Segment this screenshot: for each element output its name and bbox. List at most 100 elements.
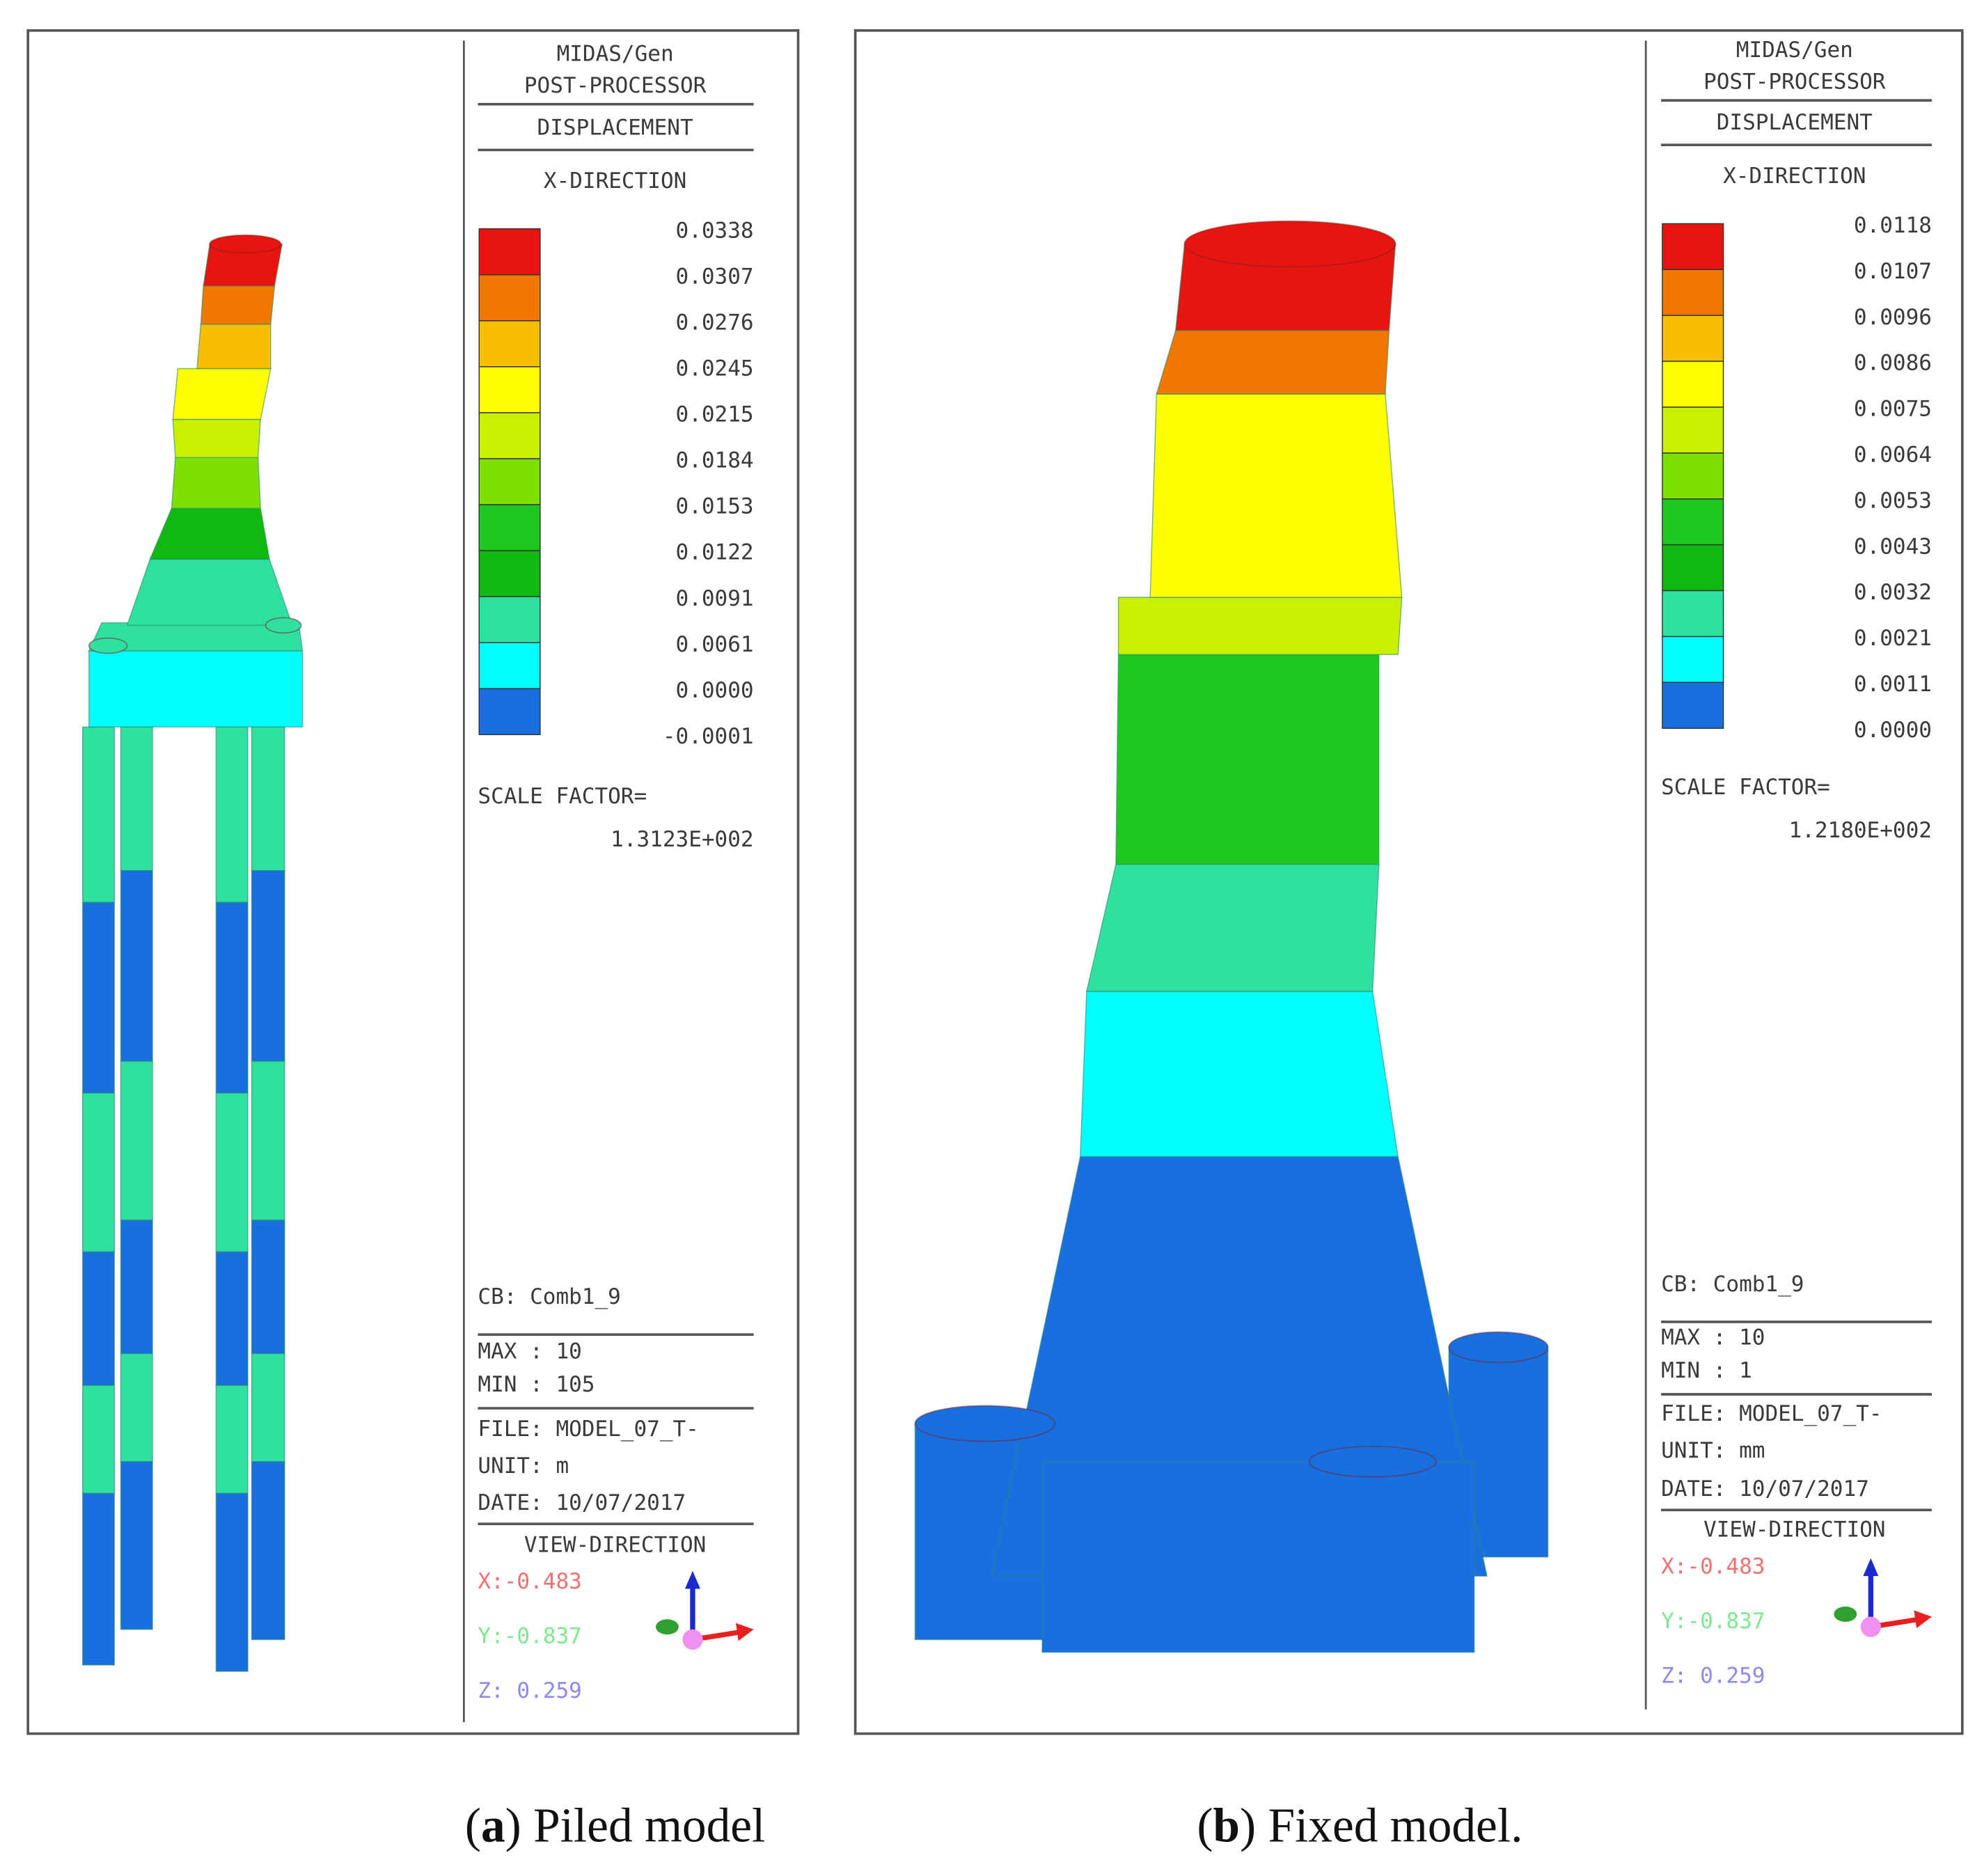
model-band [251,1060,285,1221]
model-band [215,901,249,1094]
axis-origin [682,1629,703,1650]
legend-value: 0.0096 [1854,305,1932,330]
cb: CB: Comb1_9 [478,1284,620,1309]
processor: POST-PROCESSOR [524,73,707,98]
model-top [914,1405,1056,1442]
direction: X-DIRECTION [1723,164,1866,189]
result: DISPLACEMENT [537,115,693,140]
model-band [172,368,272,420]
model-band [251,869,285,1062]
legend-value: 0.0215 [676,402,754,427]
legend-value: -0.0001 [663,724,754,749]
model-band [81,1385,116,1495]
model-band [251,1461,285,1641]
legend-value: 0.0021 [1854,626,1932,651]
legend-value: 0.0053 [1854,488,1932,513]
model-band [1156,329,1390,395]
file: FILE: MODEL_07_T- [478,1417,698,1442]
axis-z-head [1863,1558,1879,1577]
legend-swatch [478,366,541,413]
caption: (a) Piled model [465,1799,765,1852]
view-z: Z: 0.259 [478,1678,581,1703]
model-band [1080,991,1399,1158]
view-direction: VIEW-DIRECTION [524,1532,706,1557]
max: MAX : 10 [478,1339,581,1364]
legend-value: 0.0000 [1854,718,1932,743]
file: FILE: MODEL_07_T- [1661,1401,1882,1426]
model-band [215,1092,249,1253]
structure-model [81,234,304,1672]
panel-frame [853,29,1964,1735]
axis-y [656,1619,679,1635]
legend-value: 0.0338 [676,218,754,243]
caption: (b) Fixed model. [1197,1799,1522,1852]
legend-swatch [1662,636,1724,684]
model-top [1308,1445,1437,1478]
legend-value: 0.0245 [676,356,754,381]
legend-swatch [478,688,541,736]
legend-swatch [478,320,541,368]
legend-value: 0.0064 [1854,442,1932,467]
date: DATE: 10/07/2017 [1661,1476,1869,1501]
model-band [215,1385,249,1495]
model-top [265,617,302,634]
cb: CB: Comb1_9 [1661,1272,1804,1297]
model-band [196,323,272,370]
caption-part: b [1213,1799,1240,1852]
legend-swatch [1662,498,1724,546]
legend-swatch [478,228,541,276]
legend-swatch [478,550,541,597]
structure-model [914,220,1549,1653]
legend-swatch [1662,544,1724,592]
legend-value: 0.0307 [676,264,754,289]
model-top [209,234,282,254]
unit: UNIT: m [478,1453,569,1479]
model-band [81,1251,116,1386]
model-band [81,1092,116,1253]
legend-swatch [1662,452,1724,500]
legend-swatch [1662,315,1724,362]
view-y: Y:-0.837 [478,1624,581,1649]
model-band [126,558,293,626]
axis-y [1834,1606,1857,1622]
direction: X-DIRECTION [544,168,686,194]
legend-value: 0.0122 [676,540,754,565]
model-band [1117,597,1403,656]
legend-value: 0.0043 [1854,534,1932,559]
scale-factor-label: SCALE FACTOR= [478,784,647,809]
legend-swatch [1662,361,1724,408]
legend-swatch [1662,223,1724,270]
view-x: X:-0.483 [1661,1554,1765,1579]
model-band [215,726,249,904]
legend-swatch [1662,590,1724,638]
model-band [81,1492,116,1666]
model-top [1448,1331,1549,1364]
program: MIDAS/Gen [1736,38,1853,63]
model-band [251,726,285,872]
legend-value: 0.0086 [1854,351,1932,376]
scale-factor: 1.2180E+002 [1789,818,1932,843]
legend-value: 0.0107 [1854,259,1932,284]
model-top [1183,220,1396,268]
model-band [149,507,270,560]
axis-x-head [736,1623,754,1641]
unit: UNIT: mm [1661,1438,1765,1463]
legend-value: 0.0276 [676,310,754,335]
result: DISPLACEMENT [1717,110,1873,135]
max: MAX : 10 [1661,1325,1765,1350]
model-band [120,1220,153,1355]
legend-value: 0.0118 [1854,213,1932,238]
model-band [171,457,262,510]
model-band [88,650,304,728]
axis-x-head [1914,1610,1932,1628]
legend-swatch [478,504,541,551]
model-band [1149,393,1403,598]
legend-value: 0.0011 [1854,672,1932,697]
legend-value: 0.0032 [1854,580,1932,605]
model-band [251,1220,285,1355]
model-band [1085,863,1380,992]
program: MIDAS/Gen [557,42,674,67]
scale-factor-label: SCALE FACTOR= [1661,775,1830,800]
model-band [215,1251,249,1386]
